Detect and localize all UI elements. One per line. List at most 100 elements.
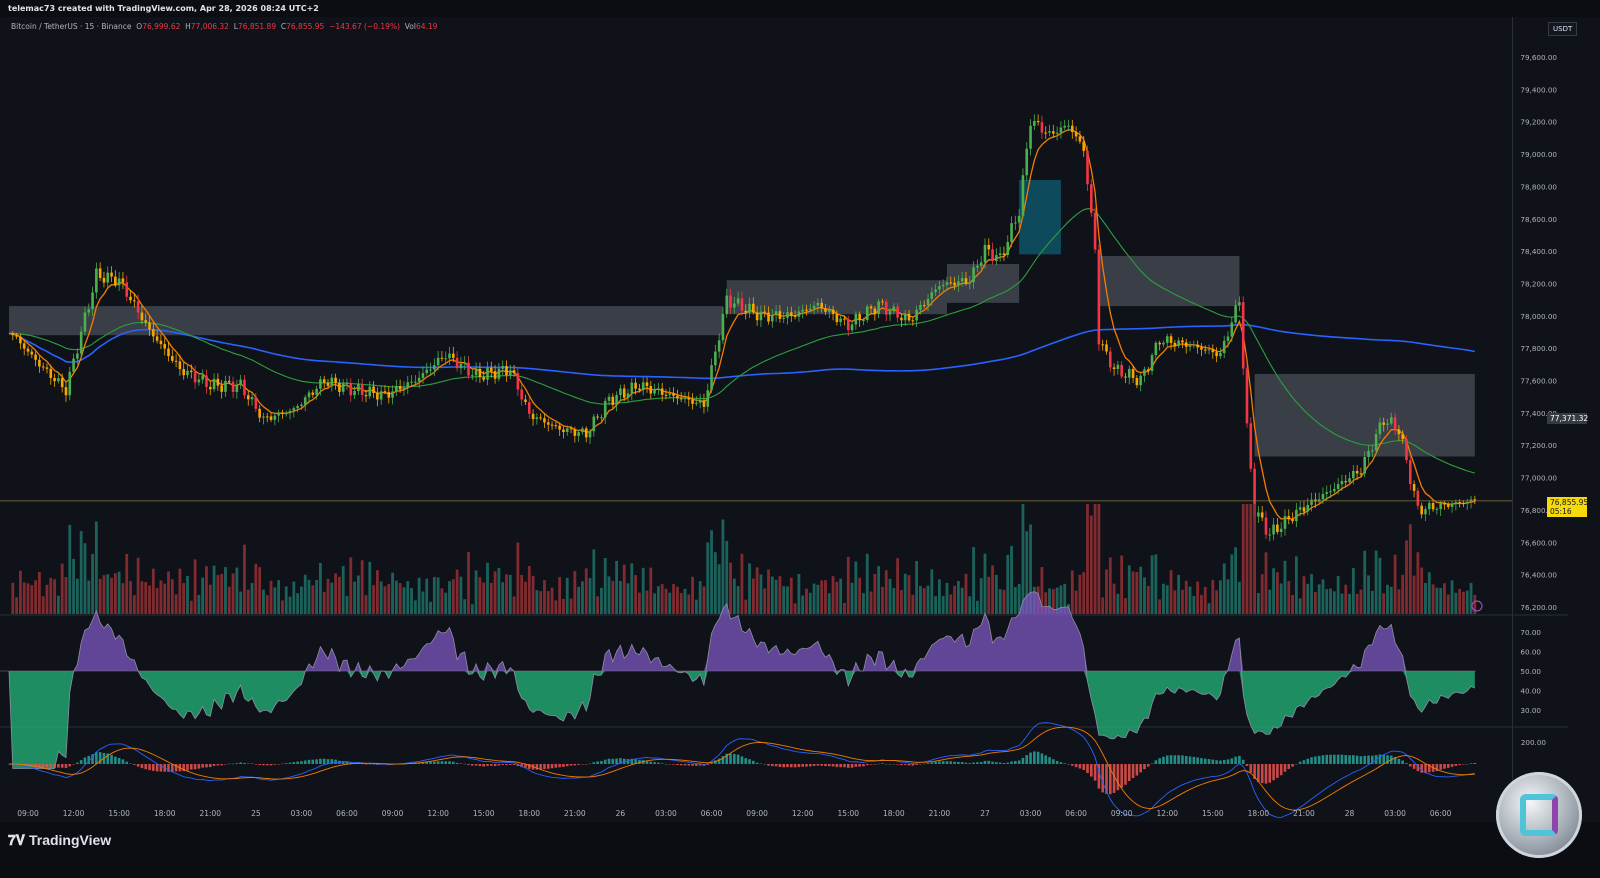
price-chart[interactable]: 09:00 12:00 15:00 18:00 21:00 25 03:00 06:00 09:… [0, 17, 1512, 822]
volume-bar [250, 583, 254, 614]
volume-bar [634, 575, 637, 614]
volume-bar [474, 570, 478, 614]
macd-histogram-bar [1367, 755, 1370, 764]
macd-histogram-bar [619, 758, 622, 764]
candle [565, 428, 569, 433]
candle [896, 306, 899, 318]
macd-histogram-bar [1036, 751, 1040, 764]
macd-histogram-bar [527, 764, 531, 769]
candle [1112, 367, 1116, 370]
volume-bar [53, 579, 56, 614]
candle [850, 324, 854, 331]
macd-histogram-bar [535, 764, 539, 770]
candle [524, 399, 527, 403]
volume-bar [1294, 556, 1298, 614]
candle [478, 368, 482, 378]
volume-bar [736, 586, 740, 614]
macd-histogram-bar [467, 764, 470, 765]
candle [1146, 369, 1150, 371]
macd-histogram-bar [1150, 763, 1154, 764]
volume-bar [975, 600, 979, 614]
volume-bar [1010, 545, 1013, 614]
candle [934, 289, 937, 293]
macd-histogram-bar [797, 764, 801, 768]
macd-histogram-bar [193, 764, 197, 770]
macd-histogram-bar [482, 764, 485, 767]
macd-histogram-bar [782, 764, 786, 768]
macd-histogram-bar [1067, 764, 1070, 765]
candle [915, 309, 918, 321]
volume-bar [740, 553, 744, 614]
rsi-tick-label: 70.00 [1520, 628, 1541, 637]
candle [1177, 340, 1180, 347]
candle [884, 301, 888, 315]
macd-histogram-bar [907, 764, 911, 766]
candle [771, 315, 774, 322]
candle [664, 394, 668, 396]
candle [676, 395, 679, 399]
candle [417, 377, 421, 382]
candle [455, 357, 459, 369]
volume-bar [1059, 585, 1063, 614]
volume-bar [808, 592, 812, 614]
lightning-alert-icon [1471, 600, 1483, 612]
open-label: O [136, 22, 143, 31]
candle [907, 313, 911, 321]
volume-bar [1070, 570, 1074, 614]
volume-bar [907, 575, 911, 614]
candle [15, 335, 18, 337]
volume-bar [1393, 554, 1397, 614]
macd-histogram-bar [1090, 764, 1093, 777]
brand-name: TradingView [28, 832, 112, 848]
volume-bar [527, 565, 531, 614]
candle [1052, 131, 1055, 134]
macd-histogram-bar [729, 753, 732, 764]
volume-bar [562, 598, 565, 614]
symbol-name[interactable]: Bitcoin / TetherUS · 15 · Binance [11, 22, 132, 31]
volume-bar [869, 591, 873, 614]
macd-histogram-bar [668, 764, 672, 765]
volume-bar [778, 576, 782, 614]
candle [805, 309, 808, 311]
candle [1371, 450, 1374, 452]
candle [372, 386, 375, 394]
candle [752, 303, 755, 313]
volume-bar [205, 566, 208, 614]
candle [668, 393, 672, 395]
macd-histogram-bar [611, 758, 615, 764]
volume-bar [1306, 583, 1310, 614]
volume-bar [1370, 590, 1374, 614]
volume-bar [394, 580, 398, 614]
volume-bar [679, 593, 683, 614]
price-axis[interactable]: 79,600.00 79,400.00 79,200.00 79,000.00 78,8… [1512, 17, 1568, 822]
candle [1105, 344, 1108, 352]
candle [573, 429, 577, 436]
volume-bar [79, 531, 83, 614]
candle [315, 388, 318, 395]
volume-bar [554, 600, 558, 614]
candle [79, 331, 83, 354]
macd-histogram-bar [1165, 755, 1169, 764]
x-tick-label: 12:00 [63, 809, 85, 818]
volume-bar [550, 587, 554, 614]
candle [57, 378, 60, 382]
candle [402, 387, 406, 390]
macd-histogram-bar [235, 763, 239, 764]
candle [1408, 460, 1412, 485]
candle [1082, 141, 1086, 151]
macd-histogram-bar [645, 760, 649, 764]
tradingview-logo-icon[interactable]: 𝟕𝐕 TradingView [8, 832, 112, 848]
currency-button[interactable]: USDT [1548, 22, 1578, 36]
volume-bar [1336, 575, 1340, 614]
volume-bar [136, 557, 140, 614]
volume-bar [1291, 594, 1294, 614]
macd-histogram-bar [68, 764, 72, 767]
macd-histogram-bar [205, 764, 208, 768]
volume-bar [372, 585, 375, 614]
macd-histogram-bar [1405, 763, 1408, 764]
macd-histogram-bar [144, 764, 148, 770]
macd-histogram-bar [1416, 764, 1420, 772]
macd-histogram-bar [1173, 755, 1177, 764]
macd-histogram-bar [1359, 756, 1363, 764]
macd-histogram-bar [57, 764, 60, 768]
